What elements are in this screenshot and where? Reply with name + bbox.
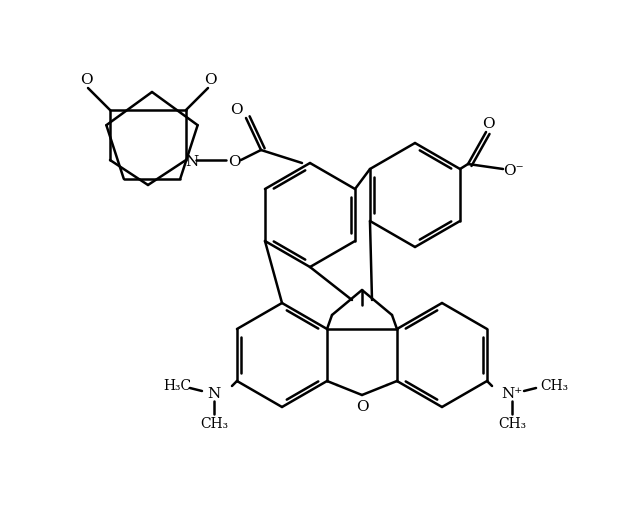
- Text: N: N: [207, 387, 221, 401]
- Text: N: N: [186, 155, 198, 169]
- Text: CH₃: CH₃: [498, 417, 526, 431]
- Text: O: O: [230, 103, 243, 117]
- Text: O: O: [228, 155, 240, 169]
- Text: N⁺: N⁺: [501, 387, 523, 401]
- Text: O: O: [80, 73, 92, 87]
- Text: H₃C: H₃C: [163, 379, 191, 393]
- Text: CH₃: CH₃: [540, 379, 568, 393]
- Text: O⁻: O⁻: [503, 164, 524, 178]
- Text: O: O: [356, 400, 368, 414]
- Text: O: O: [482, 117, 494, 131]
- Text: O: O: [204, 73, 216, 87]
- Text: CH₃: CH₃: [200, 417, 228, 431]
